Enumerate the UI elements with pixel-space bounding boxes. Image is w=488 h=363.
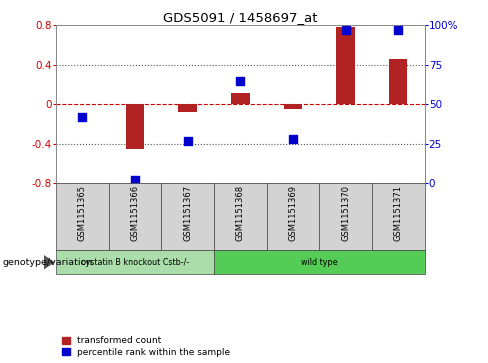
Bar xyxy=(109,183,162,250)
Text: GSM1151370: GSM1151370 xyxy=(341,185,350,241)
Point xyxy=(184,138,192,144)
Text: genotype/variation: genotype/variation xyxy=(2,258,93,267)
Bar xyxy=(266,183,319,250)
Bar xyxy=(319,183,372,250)
Text: GSM1151366: GSM1151366 xyxy=(131,185,140,241)
Bar xyxy=(284,104,302,109)
Bar xyxy=(214,250,425,274)
Bar xyxy=(126,104,144,149)
Point xyxy=(342,27,349,33)
Point xyxy=(131,177,139,183)
Text: wild type: wild type xyxy=(301,258,338,267)
Bar xyxy=(56,183,109,250)
Title: GDS5091 / 1458697_at: GDS5091 / 1458697_at xyxy=(163,11,318,24)
Bar xyxy=(372,183,425,250)
Point xyxy=(289,136,297,142)
Point xyxy=(237,78,244,83)
Bar xyxy=(214,183,266,250)
Polygon shape xyxy=(44,255,55,269)
Text: GSM1151365: GSM1151365 xyxy=(78,185,87,241)
Point xyxy=(79,114,86,120)
Text: GSM1151367: GSM1151367 xyxy=(183,185,192,241)
Bar xyxy=(231,93,249,104)
Text: cystatin B knockout Cstb-/-: cystatin B knockout Cstb-/- xyxy=(81,258,189,267)
Text: GSM1151368: GSM1151368 xyxy=(236,185,245,241)
Point xyxy=(394,27,402,33)
Bar xyxy=(389,59,407,104)
Text: GSM1151369: GSM1151369 xyxy=(288,185,298,241)
Bar xyxy=(336,27,355,104)
Text: GSM1151371: GSM1151371 xyxy=(394,185,403,241)
Bar xyxy=(179,104,197,112)
Bar xyxy=(162,183,214,250)
Bar xyxy=(56,250,214,274)
Legend: transformed count, percentile rank within the sample: transformed count, percentile rank withi… xyxy=(61,335,232,359)
